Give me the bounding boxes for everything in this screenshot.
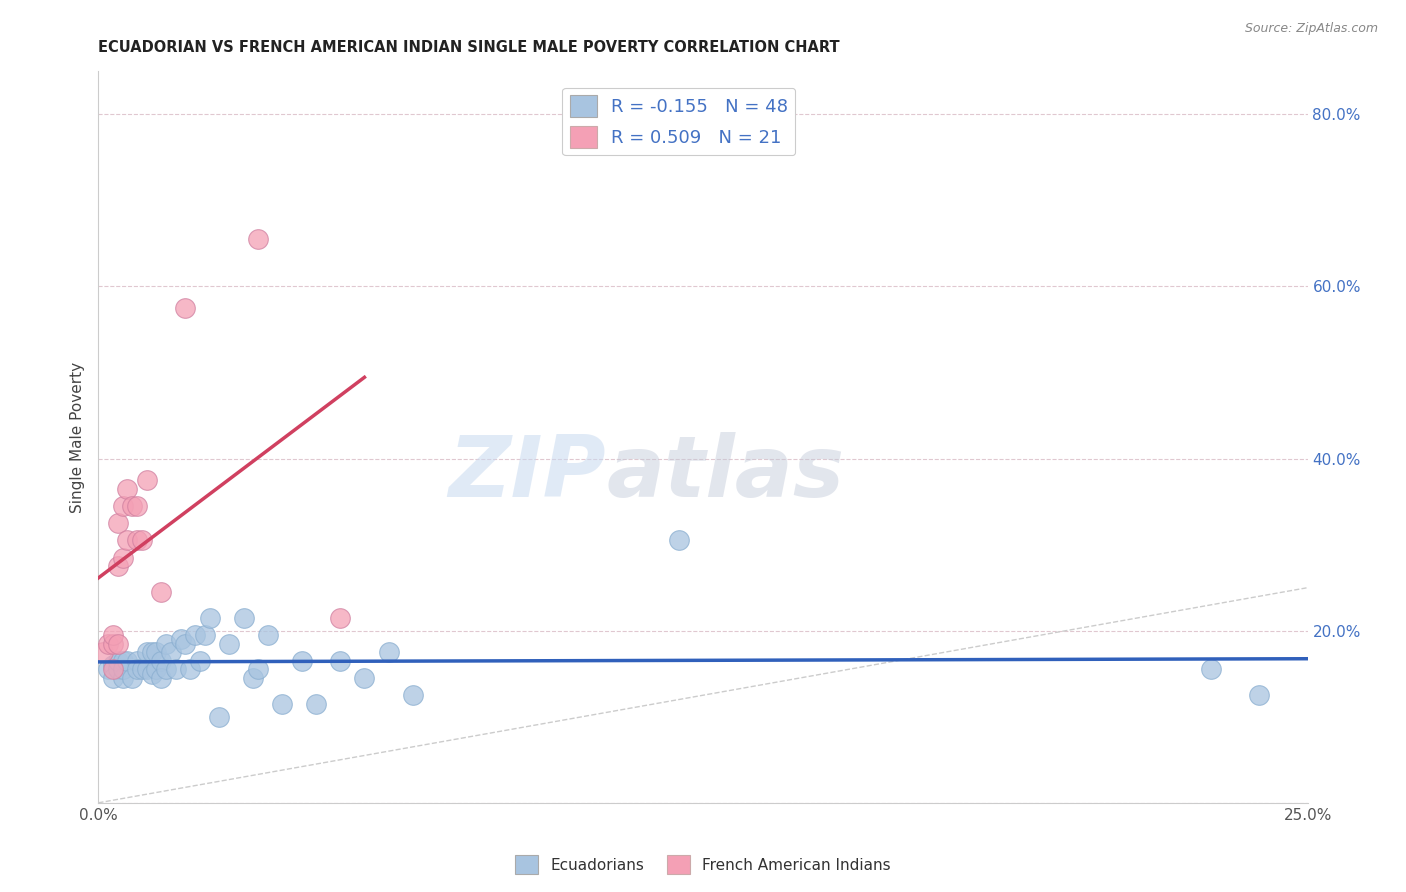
Point [174, 301, 197, 315]
Point [271, 697, 294, 711]
Point [107, 516, 129, 530]
Point [117, 482, 139, 496]
Text: atlas: atlas [606, 432, 845, 516]
Point [668, 533, 690, 548]
Point [141, 666, 163, 681]
Point [218, 637, 240, 651]
Point [97, 662, 120, 676]
Point [121, 671, 143, 685]
Point [117, 533, 139, 548]
Point [101, 628, 124, 642]
Point [208, 710, 231, 724]
Point [155, 637, 177, 651]
Point [131, 533, 153, 548]
Point [174, 637, 197, 651]
Point [145, 662, 167, 676]
Point [101, 671, 124, 685]
Point [135, 473, 157, 487]
Point [402, 688, 425, 702]
Point [232, 611, 254, 625]
Point [135, 645, 157, 659]
Point [141, 645, 163, 659]
Text: ECUADORIAN VS FRENCH AMERICAN INDIAN SINGLE MALE POVERTY CORRELATION CHART: ECUADORIAN VS FRENCH AMERICAN INDIAN SIN… [98, 40, 839, 55]
Point [305, 697, 328, 711]
Point [329, 611, 352, 625]
Point [165, 662, 187, 676]
Point [353, 671, 375, 685]
Point [256, 628, 278, 642]
Point [101, 637, 124, 651]
Point [145, 645, 167, 659]
Point [135, 662, 157, 676]
Y-axis label: Single Male Poverty: Single Male Poverty [70, 361, 86, 513]
Point [198, 611, 221, 625]
Point [127, 654, 149, 668]
Point [242, 671, 264, 685]
Point [97, 637, 120, 651]
Point [131, 662, 153, 676]
Point [150, 654, 173, 668]
Point [111, 499, 134, 513]
Text: Source: ZipAtlas.com: Source: ZipAtlas.com [1244, 22, 1378, 36]
Legend: Ecuadorians, French American Indians: Ecuadorians, French American Indians [509, 849, 897, 880]
Point [127, 499, 149, 513]
Point [101, 658, 124, 673]
Point [188, 654, 211, 668]
Legend: R = -0.155   N = 48, R = 0.509   N = 21: R = -0.155 N = 48, R = 0.509 N = 21 [562, 87, 796, 155]
Point [1199, 662, 1222, 676]
Point [127, 533, 149, 548]
Point [107, 654, 129, 668]
Point [329, 654, 352, 668]
Point [247, 232, 270, 246]
Text: ZIP: ZIP [449, 432, 606, 516]
Point [91, 645, 114, 659]
Point [127, 662, 149, 676]
Point [150, 585, 173, 599]
Point [1249, 688, 1271, 702]
Point [117, 654, 139, 668]
Point [194, 628, 217, 642]
Point [107, 662, 129, 676]
Point [155, 662, 177, 676]
Point [290, 654, 312, 668]
Point [150, 671, 173, 685]
Point [121, 499, 143, 513]
Point [247, 662, 270, 676]
Point [377, 645, 399, 659]
Point [160, 645, 183, 659]
Point [107, 559, 129, 574]
Point [179, 662, 201, 676]
Point [107, 637, 129, 651]
Point [111, 671, 134, 685]
Point [184, 628, 207, 642]
Point [111, 654, 134, 668]
Point [169, 632, 191, 647]
Point [101, 662, 124, 676]
Point [111, 662, 134, 676]
Point [111, 550, 134, 565]
